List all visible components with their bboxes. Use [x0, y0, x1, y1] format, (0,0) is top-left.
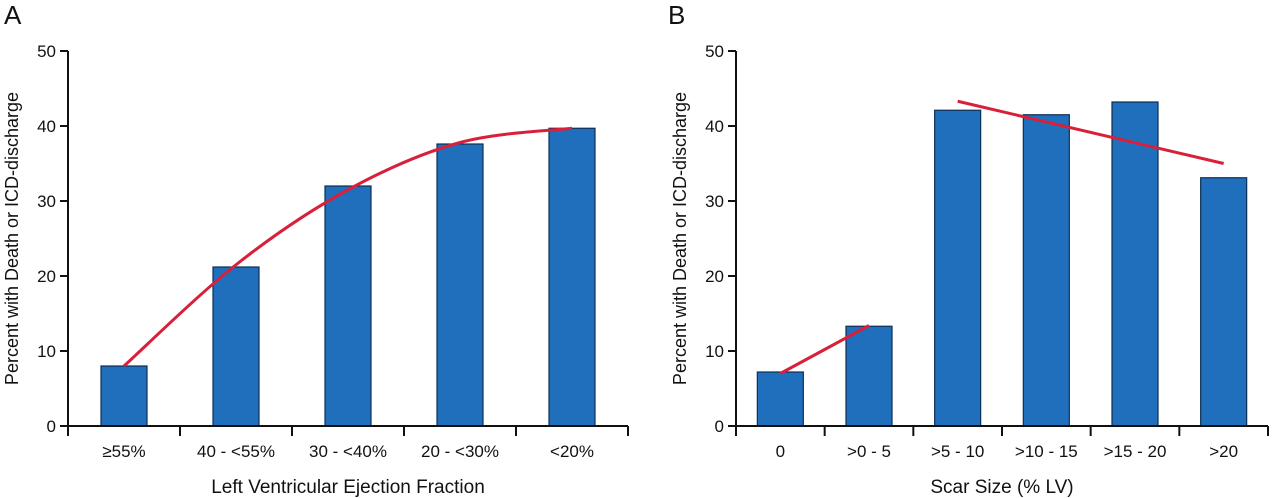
y-tick-label: 20 [705, 267, 724, 286]
x-tick-label: >15 - 20 [1104, 442, 1167, 461]
y-tick-label: 10 [705, 342, 724, 361]
x-tick-label: 20 - <30% [421, 442, 499, 461]
x-tick-label: <20% [550, 442, 594, 461]
y-tick-label: 50 [37, 42, 56, 61]
panel-b: B 0 10 20 30 40 50 0 >0 - 5 >5 - 10 >10 - 15 >15 - … [668, 0, 1269, 498]
bar [548, 127, 596, 427]
bar [100, 365, 148, 427]
bar [1022, 114, 1070, 427]
y-tick-label: 10 [37, 342, 56, 361]
y-axis-label: Percent with Death or ICD-discharge [2, 92, 22, 385]
y-tick-label: 50 [705, 42, 724, 61]
x-tick-label: >5 - 10 [931, 442, 984, 461]
bar [845, 325, 893, 427]
y-axis-label: Percent with Death or ICD-discharge [670, 92, 690, 385]
y-tick-label: 0 [715, 417, 724, 436]
y-tick-label: 40 [37, 117, 56, 136]
x-axis-label: Left Ventricular Ejection Fraction [211, 477, 485, 498]
trend-line [122, 126, 573, 368]
y-tick-label: 30 [705, 192, 724, 211]
x-tick-label: 0 [776, 442, 785, 461]
bar [436, 143, 484, 427]
y-tick-label: 40 [705, 117, 724, 136]
bar [212, 266, 260, 427]
panel-a: A 0 10 20 30 40 50 ≥55% 40 - <55% 30 - <40% 20 - <… [2, 0, 629, 498]
panel-label: B [668, 0, 685, 30]
bar [1200, 177, 1248, 427]
x-tick-label: 30 - <40% [309, 442, 387, 461]
trend-line [779, 324, 870, 375]
bar [756, 371, 804, 427]
y-tick-label: 20 [37, 267, 56, 286]
y-tick-label: 0 [47, 417, 56, 436]
bar [324, 185, 372, 427]
x-tick-label: ≥55% [102, 442, 145, 461]
bar [934, 109, 982, 427]
bar [1111, 101, 1159, 427]
x-tick-label: 40 - <55% [197, 442, 275, 461]
x-tick-label: >0 - 5 [847, 442, 891, 461]
x-tick-label: >10 - 15 [1015, 442, 1078, 461]
x-axis-label: Scar Size (% LV) [930, 477, 1073, 498]
x-tick-label: >20 [1209, 442, 1238, 461]
panel-label: A [4, 0, 22, 30]
y-tick-label: 30 [37, 192, 56, 211]
trend-line [957, 99, 1225, 165]
